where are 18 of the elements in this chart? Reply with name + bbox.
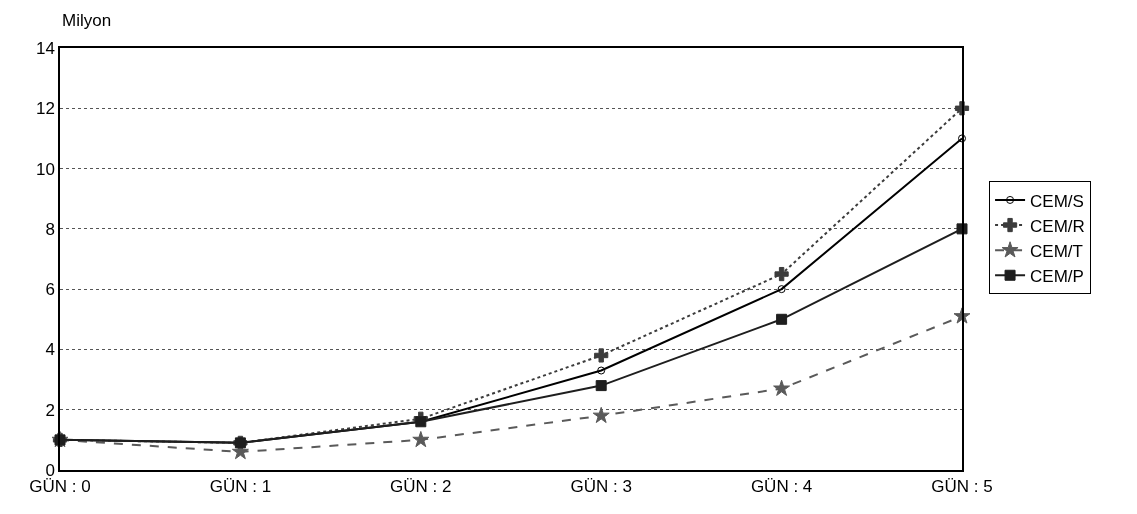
- x-tick-label: GÜN : 5: [931, 477, 993, 497]
- y-axis-title: Milyon: [62, 11, 112, 30]
- legend-label: CEM/S: [1030, 191, 1084, 211]
- x-tick-label: GÜN : 0: [29, 477, 91, 497]
- y-tick-label: 8: [45, 219, 55, 239]
- y-tick-label: 2: [45, 400, 55, 420]
- y-tick-label: 6: [45, 280, 55, 300]
- x-tick-label: GÜN : 3: [570, 477, 632, 497]
- x-tick-label: GÜN : 4: [750, 477, 813, 497]
- x-tick-label: GÜN : 2: [390, 477, 452, 497]
- legend-label: CEM/R: [1030, 216, 1085, 236]
- y-tick-label: 12: [35, 99, 55, 119]
- y-tick-label: 4: [45, 340, 55, 360]
- y-tick-label: 14: [35, 38, 55, 58]
- legend-label: CEM/T: [1030, 241, 1083, 261]
- x-tick-label: GÜN : 1: [209, 477, 272, 497]
- y-tick-label: 10: [35, 159, 55, 179]
- legend-label: CEM/P: [1030, 266, 1084, 286]
